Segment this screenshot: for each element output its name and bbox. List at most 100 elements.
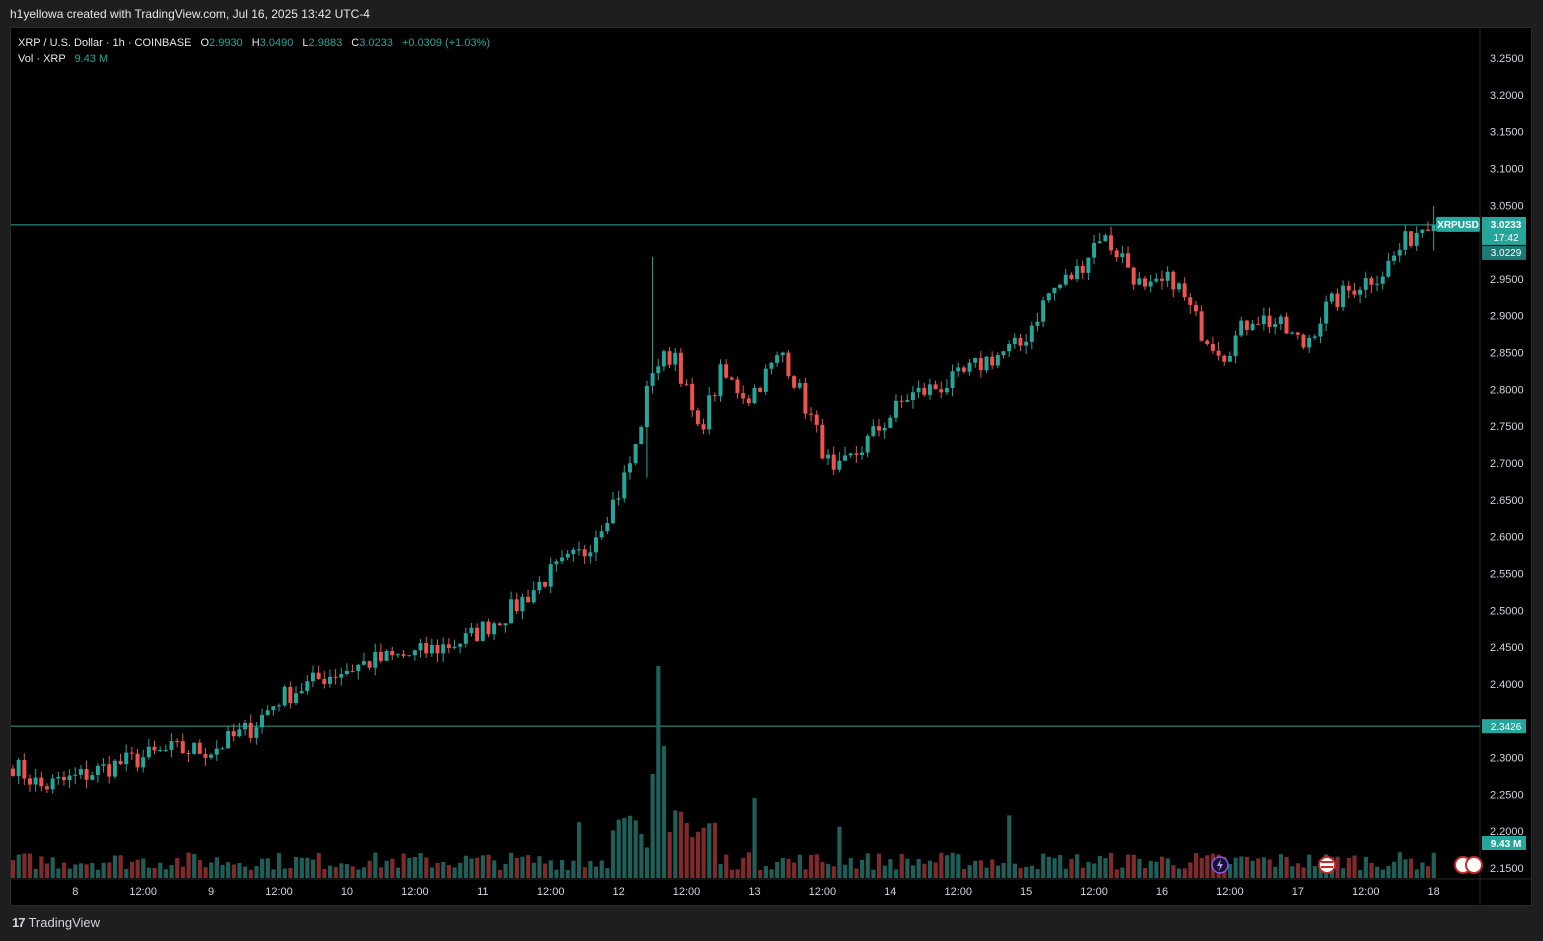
candle-body[interactable] [1267,315,1272,327]
candle-body[interactable] [826,454,831,459]
candle-body[interactable] [786,352,791,377]
candle-body[interactable] [84,768,89,780]
candle-body[interactable] [492,623,497,635]
candle-body[interactable] [333,676,338,678]
candle-body[interactable] [56,776,61,779]
candle-body[interactable] [876,426,881,431]
candle-body[interactable] [678,352,683,384]
candle-body[interactable] [101,764,106,766]
candle-body[interactable] [888,417,893,428]
candle-body[interactable] [1063,274,1068,285]
candle-body[interactable] [644,385,649,428]
candle-body[interactable] [973,358,978,363]
candle-body[interactable] [384,651,389,661]
candle-body[interactable] [435,644,440,654]
chart-frame[interactable] [10,27,1532,906]
candle-body[interactable] [16,760,21,776]
candle-body[interactable] [1261,315,1266,325]
candle-body[interactable] [882,427,887,431]
candle-body[interactable] [990,356,995,366]
candle-body[interactable] [265,710,270,715]
candle-body[interactable] [514,599,519,612]
candle-body[interactable] [1414,232,1419,246]
candle-body[interactable] [260,714,265,728]
candle-body[interactable] [1420,229,1425,233]
candle-body[interactable] [1029,325,1034,342]
candle-body[interactable] [1199,311,1204,341]
candle-body[interactable] [288,686,293,703]
candle-body[interactable] [995,355,1000,366]
candle-body[interactable] [180,741,185,754]
candle-body[interactable] [746,398,751,404]
candle-body[interactable] [231,731,236,737]
candle-body[interactable] [1324,301,1329,324]
candle-body[interactable] [1126,253,1131,268]
candle-body[interactable] [112,760,117,777]
candle-body[interactable] [1392,255,1397,261]
candle-body[interactable] [1137,278,1142,285]
candle-body[interactable] [197,742,202,754]
candle-body[interactable] [310,672,315,682]
candle-body[interactable] [944,388,949,393]
candle-body[interactable] [407,655,412,657]
candle-body[interactable] [1080,266,1085,273]
candle-body[interactable] [271,706,276,711]
candle-body[interactable] [1352,290,1357,295]
candle-body[interactable] [1075,266,1080,280]
candle-body[interactable] [961,367,966,372]
candle-body[interactable] [11,768,15,776]
candle-body[interactable] [1007,344,1012,352]
candle-body[interactable] [237,729,242,737]
candle-body[interactable] [520,596,525,612]
candle-body[interactable] [169,741,174,750]
candle-body[interactable] [214,748,219,755]
candle-body[interactable] [1222,355,1227,362]
symbol-price-tag[interactable] [1436,216,1480,232]
candle-body[interactable] [1403,231,1408,250]
candle-body[interactable] [1210,344,1215,351]
candle-body[interactable] [73,774,78,776]
candle-body[interactable] [27,778,32,785]
candle-body[interactable] [780,352,785,356]
candle-body[interactable] [860,452,864,455]
candle-body[interactable] [1216,350,1221,356]
candle-body[interactable] [186,753,191,755]
legend-volume-label[interactable]: Vol · XRP [18,53,66,65]
candle-body[interactable] [916,387,921,393]
candle-body[interactable] [424,643,429,654]
candle-body[interactable] [1103,235,1108,242]
candle-body[interactable] [1409,231,1414,246]
candle-body[interactable] [939,389,944,393]
candle-body[interactable] [1295,332,1300,335]
candle-body[interactable] [837,460,842,470]
candle-body[interactable] [282,686,287,706]
candle-body[interactable] [956,367,961,372]
candle-body[interactable] [593,537,598,553]
candle-body[interactable] [1227,356,1232,362]
candle-body[interactable] [1250,323,1255,330]
candle-body[interactable] [356,664,361,672]
candle-body[interactable] [1159,278,1164,281]
candle-body[interactable] [848,453,853,456]
candle-body[interactable] [690,383,695,411]
candle-body[interactable] [899,400,904,402]
candle-body[interactable] [1329,293,1334,302]
candle-body[interactable] [893,400,898,418]
candle-body[interactable] [1205,340,1210,345]
candle-body[interactable] [480,621,485,641]
candle-body[interactable] [871,426,876,436]
candle-body[interactable] [950,371,955,389]
candle-body[interactable] [1046,293,1051,301]
candle-body[interactable] [797,383,802,388]
candle-body[interactable] [865,435,870,453]
candle-body[interactable] [1001,351,1006,356]
candle-body[interactable] [1097,241,1102,244]
candle-body[interactable] [1148,281,1153,287]
candle-body[interactable] [78,768,83,775]
candle-body[interactable] [701,424,706,430]
volume-axis-tag[interactable] [1482,836,1526,850]
candle-body[interactable] [577,549,581,551]
candle-body[interactable] [1363,278,1368,290]
candle-body[interactable] [486,621,491,635]
